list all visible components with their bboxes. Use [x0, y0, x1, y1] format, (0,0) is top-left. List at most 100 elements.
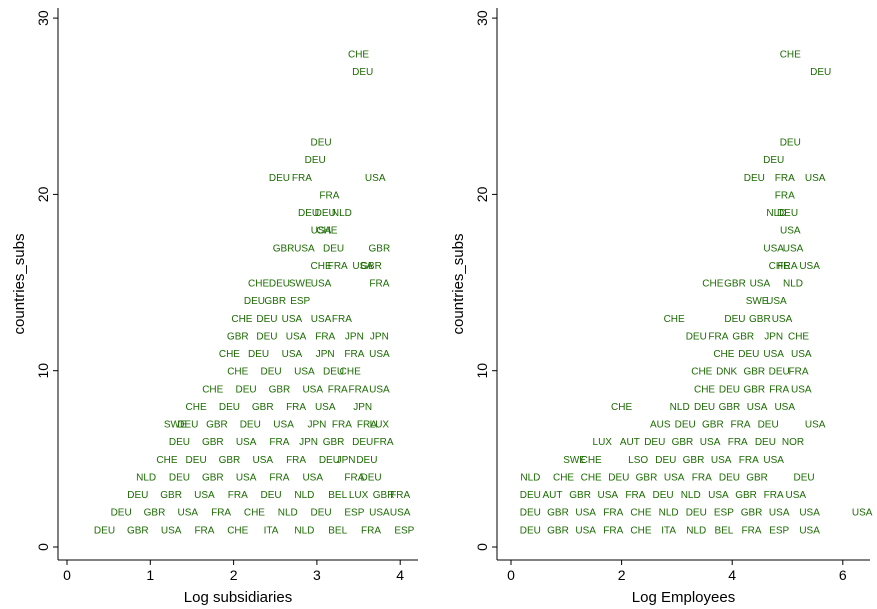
- point-label: JPN: [337, 455, 356, 466]
- point-label: AUT: [620, 437, 640, 448]
- point-label: BEL: [328, 490, 347, 501]
- point-label: DEU: [323, 367, 344, 378]
- point-label: USA: [597, 490, 618, 501]
- point-label: FRA: [775, 190, 795, 201]
- point-label: USA: [294, 367, 315, 378]
- point-label: USA: [799, 525, 820, 536]
- point-label: DEU: [352, 67, 373, 78]
- point-label: DEU: [186, 455, 207, 466]
- point-label: DEU: [694, 402, 715, 413]
- x-tick-label: 1: [146, 567, 154, 583]
- point-label: DEU: [360, 472, 381, 483]
- point-label: DEU: [653, 490, 674, 501]
- point-label: DEU: [608, 472, 629, 483]
- point-label: GBR: [732, 331, 754, 342]
- point-label: DEU: [755, 437, 776, 448]
- point-label: USA: [315, 402, 336, 413]
- point-label: FRA: [742, 525, 762, 536]
- point-label: NLD: [332, 208, 352, 219]
- y-tick-label: 20: [474, 186, 490, 202]
- point-label: CHE: [219, 349, 240, 360]
- point-label: NLD: [294, 525, 314, 536]
- point-label: USA: [369, 384, 390, 395]
- point-label: USA: [763, 243, 784, 254]
- x-tick-label: 6: [839, 567, 847, 583]
- point-label: LUX: [349, 490, 369, 501]
- point-label: GBR: [323, 437, 345, 448]
- point-label: CHE: [231, 314, 252, 325]
- point-label: USA: [575, 525, 596, 536]
- point-label: GBR: [273, 243, 295, 254]
- point-label: USA: [799, 508, 820, 519]
- point-label: DEU: [744, 173, 765, 184]
- point-label: FRA: [728, 437, 748, 448]
- point-label: DEU: [356, 455, 377, 466]
- point-label: GBR: [206, 420, 228, 431]
- point-label: FRA: [269, 472, 289, 483]
- point-label: USA: [791, 384, 812, 395]
- point-label: JPN: [345, 331, 364, 342]
- point-label: NLD: [670, 402, 690, 413]
- y-tick-label: 30: [35, 10, 51, 26]
- point-label: DEU: [758, 420, 779, 431]
- point-label: GBR: [569, 490, 591, 501]
- point-label: SWE: [164, 420, 187, 431]
- point-label: SWE: [563, 455, 586, 466]
- point-label: DEU: [256, 331, 277, 342]
- point-label: JPN: [307, 420, 326, 431]
- point-label: LUX: [370, 420, 390, 431]
- point-label: USA: [772, 314, 793, 325]
- point-label: GBR: [269, 384, 291, 395]
- point-label: GBR: [373, 490, 395, 501]
- point-label: CHE: [316, 226, 337, 237]
- point-label: FRA: [625, 490, 645, 501]
- point-label: CHE: [780, 49, 801, 60]
- point-label: DEU: [675, 420, 696, 431]
- point-label: ITA: [661, 525, 676, 536]
- point-label: USA: [700, 437, 721, 448]
- point-label: AUT: [542, 490, 562, 501]
- point-label: USA: [805, 173, 826, 184]
- point-label: USA: [799, 261, 820, 272]
- point-label: FRA: [390, 490, 410, 501]
- point-label: DEU: [311, 508, 332, 519]
- point-label: USA: [747, 402, 768, 413]
- point-label: DEU: [794, 472, 815, 483]
- point-label: USA: [750, 279, 771, 290]
- point-label: CHE: [694, 384, 715, 395]
- point-label: DEU: [169, 472, 190, 483]
- point-label: DEU: [111, 508, 132, 519]
- point-label: FRA: [319, 190, 339, 201]
- point-label: JPN: [299, 437, 318, 448]
- point-label: DEU: [94, 525, 115, 536]
- point-label: DEU: [269, 279, 290, 290]
- point-label: DEU: [319, 455, 340, 466]
- point-label: USA: [369, 349, 390, 360]
- point-label: NLD: [136, 472, 156, 483]
- point-label: GBR: [202, 472, 224, 483]
- point-label: GBR: [264, 296, 286, 307]
- point-label: FRA: [292, 173, 312, 184]
- point-label: GBR: [746, 472, 768, 483]
- point-label: BEL: [328, 525, 347, 536]
- point-label: FRA: [286, 455, 306, 466]
- point-label: ESP: [714, 508, 734, 519]
- point-label: USA: [194, 490, 215, 501]
- point-label: DEU: [219, 402, 240, 413]
- point-label: DEU: [352, 437, 373, 448]
- point-label: CHE: [769, 261, 790, 272]
- point-label: FRA: [211, 508, 231, 519]
- point-label: CHE: [553, 472, 574, 483]
- point-label: SWE: [746, 296, 769, 307]
- point-label: SWE: [289, 279, 312, 290]
- point-label: CHE: [244, 508, 265, 519]
- point-label: GBR: [749, 314, 771, 325]
- point-label: FRA: [361, 525, 381, 536]
- point-label: USA: [711, 455, 732, 466]
- point-label: GBR: [144, 508, 166, 519]
- point-label: DEU: [520, 525, 541, 536]
- x-tick-label: 0: [507, 567, 515, 583]
- point-label: GBR: [743, 367, 765, 378]
- point-label: DEU: [256, 314, 277, 325]
- point-label: NLD: [681, 490, 701, 501]
